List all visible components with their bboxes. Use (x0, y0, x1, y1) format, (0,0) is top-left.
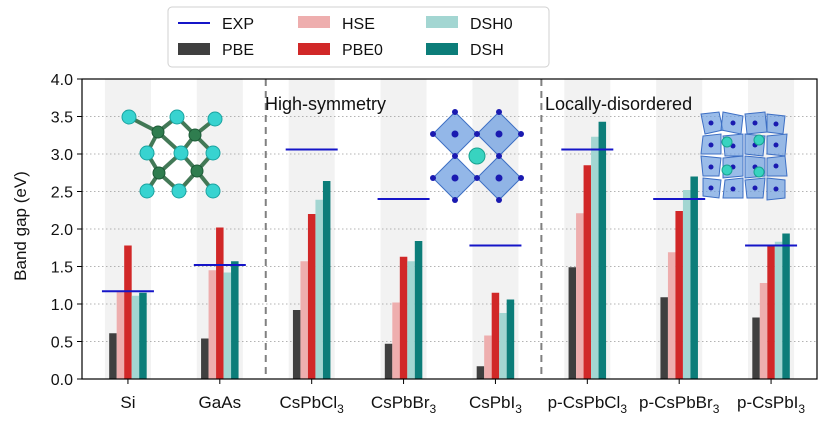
bar-dsh0-cspbcl3 (315, 199, 323, 379)
bar-pbe0-cspbbr3 (399, 256, 408, 379)
bar-pbe-p-cspbi3 (752, 317, 760, 379)
y-tick-label: 1.0 (51, 297, 73, 314)
y-tick-label: 2.0 (51, 222, 73, 239)
legend-swatch-dsh0 (426, 16, 458, 28)
y-tick-label: 2.5 (51, 185, 73, 202)
bar-dsh0-p-cspbbr3 (682, 190, 691, 379)
bar-pbe0-p-cspbi3 (767, 245, 775, 379)
legend-label-pbe0: PBE0 (342, 42, 383, 59)
perovskite-octahedra-icon (430, 109, 524, 203)
bar-hse-p-cspbi3 (759, 283, 768, 379)
y-tick-label: 4.0 (51, 72, 73, 89)
bar-pbe-p-cspbcl3 (568, 267, 577, 379)
y-tick-label: 0.0 (51, 372, 73, 389)
bar-pbe-cspbcl3 (292, 310, 301, 379)
y-tick-labels: 0.0 0.5 1.0 1.5 2.0 2.5 3.0 3.5 4.0 (51, 72, 73, 389)
bar-dsh-p-cspbbr3 (690, 176, 698, 379)
bar-dsh0-cspbi3 (499, 313, 507, 379)
bar-hse-p-cspbbr3 (667, 252, 676, 379)
y-axis-label: Band gap (eV) (11, 171, 30, 281)
bar-dsh-p-cspbcl3 (598, 121, 607, 379)
bar-pbe0-si (124, 245, 132, 379)
y-tick-label: 3.0 (51, 147, 73, 164)
bar-hse-cspbi3 (484, 335, 492, 379)
legend-label-pbe: PBE (222, 42, 254, 59)
bar-hse-gaas (208, 270, 217, 379)
bar-dsh0-cspbbr3 (407, 261, 415, 379)
bar-marks (109, 121, 790, 379)
zincblende-structure-icon (121, 109, 223, 199)
x-tick-label-cspbbr3: CsPbBr3 (371, 393, 437, 416)
bar-hse-p-cspbcl3 (576, 213, 584, 379)
legend-label-dsh: DSH (470, 42, 504, 59)
x-tick-label-p-cspbi3: p-CsPbI3 (737, 393, 805, 416)
bar-dsh-cspbi3 (506, 299, 515, 379)
x-tick-label-cspbi3: CsPbI3 (469, 393, 522, 416)
bar-dsh-si (139, 292, 147, 379)
bar-pbe0-p-cspbbr3 (675, 211, 683, 379)
y-tick-label: 3.5 (51, 110, 73, 127)
legend-swatch-pbe (178, 43, 210, 55)
bar-pbe-cspbi3 (476, 366, 485, 379)
legend: EXP HSE DSH0 PBE PBE0 DSH (167, 6, 550, 68)
legend-swatch-dsh (426, 43, 458, 55)
bar-pbe0-cspbcl3 (307, 214, 316, 379)
bar-hse-si (116, 291, 125, 379)
bar-hse-cspbcl3 (300, 261, 308, 379)
plot-frame (81, 78, 818, 380)
bar-dsh-cspbbr3 (414, 241, 423, 379)
x-tick-label-p-cspbcl3: p-CsPbCl3 (548, 393, 628, 416)
bar-dsh-gaas (231, 261, 239, 379)
bar-pbe0-p-cspbcl3 (583, 165, 592, 379)
y-tick-label: 0.5 (51, 335, 73, 352)
bar-hse-cspbbr3 (392, 302, 400, 379)
legend-swatch-pbe0 (298, 43, 330, 55)
x-tick-label-cspbcl3: CsPbCl3 (280, 393, 345, 416)
bar-pbe-cspbbr3 (384, 343, 393, 379)
bar-dsh0-p-cspbcl3 (591, 136, 599, 379)
bar-pbe-p-cspbbr3 (660, 297, 668, 379)
exp-lines (101, 148, 798, 293)
x-tick-label-si: Si (120, 393, 135, 412)
disordered-perovskite-icon (700, 111, 788, 201)
legend-label-hse: HSE (342, 16, 375, 33)
bar-pbe0-gaas (216, 227, 224, 379)
bar-dsh0-si (131, 295, 140, 379)
bar-pbe-si (109, 333, 117, 379)
annotation-locally-disordered: Locally-disordered (545, 94, 692, 114)
section-dividers (264, 79, 543, 379)
bar-dsh0-p-cspbi3 (774, 241, 783, 379)
axes (81, 78, 818, 380)
y-tick-label: 1.5 (51, 260, 73, 277)
bar-dsh0-gaas (223, 272, 232, 379)
legend-label-exp: EXP (222, 16, 254, 33)
bar-pbe-gaas (201, 338, 209, 379)
legend-label-dsh0: DSH0 (470, 16, 513, 33)
bar-pbe0-cspbi3 (491, 292, 500, 379)
x-tick-label-p-cspbbr3: p-CsPbBr3 (639, 393, 720, 416)
bar-dsh-p-cspbi3 (782, 233, 790, 379)
legend-swatch-hse (298, 16, 330, 28)
annotation-high-symmetry: High-symmetry (265, 94, 386, 114)
x-tick-label-gaas: GaAs (199, 393, 242, 412)
x-tick-labels: Si GaAs CsPbCl3 CsPbBr3 CsPbI3 p-CsPbCl3 p-CsP… (120, 379, 805, 416)
bar-dsh-cspbcl3 (322, 181, 331, 379)
